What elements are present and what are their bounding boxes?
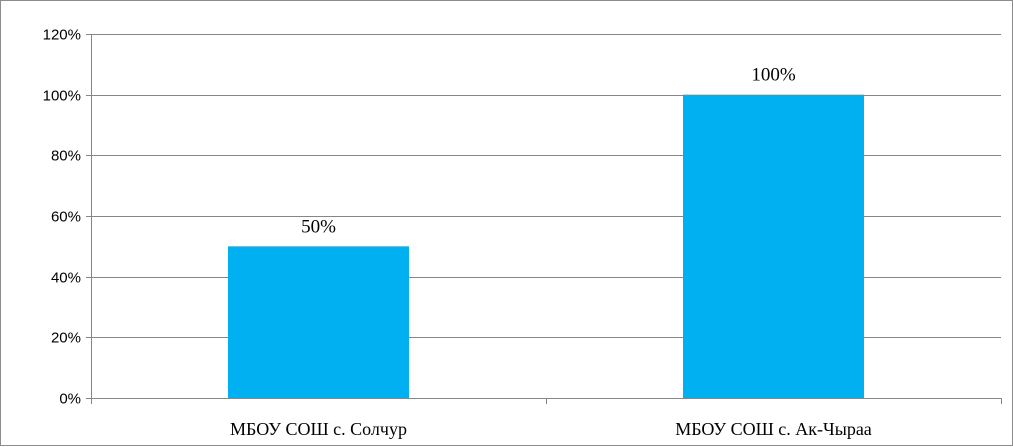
- y-tick-label: 100%: [43, 88, 81, 105]
- bars: [228, 94, 864, 399]
- x-category-label: МБОУ СОШ с. Солчур: [230, 419, 407, 439]
- y-tick-label: 0%: [59, 391, 81, 408]
- labels: 0% 20% 40% 60% 80% 100% 120% 50% МБОУ СОШ с. Сол…: [43, 27, 872, 440]
- y-tick-label: 80%: [51, 148, 81, 165]
- data-label: 100%: [751, 65, 796, 86]
- bar: [228, 246, 409, 398]
- data-label: 50%: [301, 216, 336, 237]
- y-tick-label: 20%: [51, 330, 81, 347]
- gridlines: [91, 34, 1001, 338]
- y-tick-label: 120%: [43, 27, 81, 44]
- bar: [683, 94, 864, 399]
- x-category-label: МБОУ СОШ с. Ак-Чыраа: [675, 419, 872, 439]
- axes: [86, 34, 1002, 404]
- y-tick-label: 60%: [51, 209, 81, 226]
- y-tick-label: 40%: [51, 270, 81, 287]
